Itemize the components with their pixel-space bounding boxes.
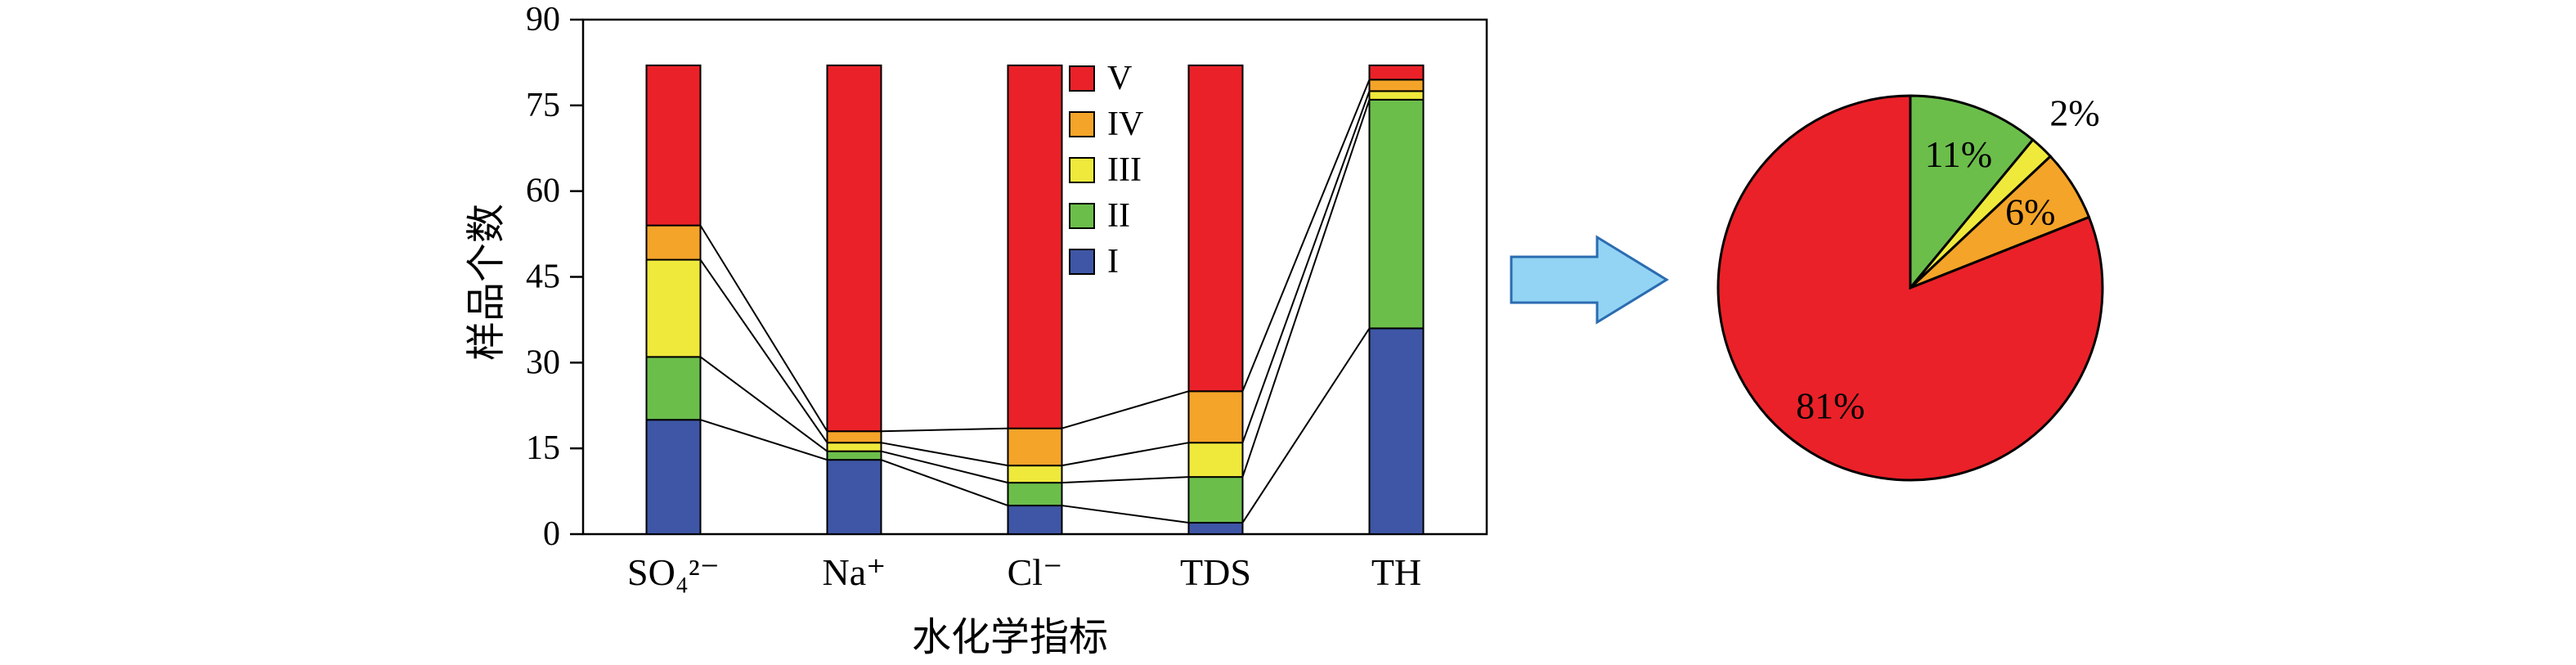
connector-line: [881, 450, 1008, 484]
connector-line: [699, 225, 828, 432]
connector-line: [881, 442, 1008, 467]
bar-segment-II: [1007, 482, 1063, 507]
legend-label-I: I: [1107, 243, 1119, 281]
y-tick-label: 75: [526, 87, 560, 124]
bar-segment-III: [1007, 465, 1063, 484]
bar-segment-III: [1368, 90, 1425, 101]
pie-chart: 11% 2% 6% 81%: [1717, 92, 2104, 482]
pie-label-III: 2%: [2049, 92, 2099, 133]
bar-segment-III: [645, 258, 702, 358]
pie-slice-V: [1717, 94, 2104, 482]
connector-line: [1241, 327, 1371, 523]
connector-line: [881, 459, 1008, 506]
connector-line: [699, 356, 828, 452]
x-tick-label: TH: [1371, 551, 1421, 593]
bar-segment-V: [645, 64, 702, 227]
pie-label-II: 11%: [1925, 133, 1993, 175]
connector-line: [700, 419, 828, 461]
legend-label-III: III: [1107, 151, 1142, 189]
y-axis-title: 样品个数: [465, 204, 509, 361]
connector-line: [1061, 505, 1189, 524]
bar-segment-II: [826, 450, 882, 461]
bar-segment-III: [826, 442, 882, 452]
bar-segment-V: [1187, 64, 1244, 393]
bar-segment-IV: [1007, 427, 1063, 467]
bar-segment-IV: [1187, 390, 1244, 444]
pie-label-IV: 6%: [2005, 191, 2055, 232]
x-tick-label: TDS: [1180, 551, 1251, 593]
legend-swatch-V: [1069, 65, 1095, 92]
y-tick-label: 45: [526, 258, 560, 296]
x-tick-label: SO₄²⁻: [627, 551, 720, 593]
bar-segment-I: [1368, 327, 1425, 535]
legend-swatch-III: [1069, 157, 1095, 183]
bar-segment-V: [826, 64, 882, 433]
bar-segment-V: [1007, 64, 1063, 429]
y-tick-label: 90: [526, 1, 560, 38]
y-tick-label: 30: [526, 344, 560, 381]
legend-label-V: V: [1107, 60, 1132, 97]
connector-line: [1241, 99, 1371, 478]
bar-segment-I: [1187, 522, 1244, 535]
y-tick-label: 60: [526, 173, 560, 210]
y-tick-label: 15: [526, 429, 560, 467]
bar-segment-IV: [826, 430, 882, 444]
connector-line: [1241, 79, 1371, 392]
bar-segment-V: [1368, 64, 1425, 81]
connector-line: [1061, 476, 1189, 484]
bar-segment-III: [1187, 442, 1244, 479]
legend-swatch-IV: [1069, 111, 1095, 137]
bar-segment-II: [645, 356, 702, 421]
legend-swatch-I: [1069, 249, 1095, 275]
connector-line: [1061, 390, 1189, 429]
bar-segment-I: [645, 419, 702, 535]
connector-line: [1241, 91, 1371, 443]
y-tick-label: 0: [543, 515, 560, 553]
pie-slice-II: [1909, 94, 2035, 292]
connector-line: [699, 258, 828, 443]
bar-segment-I: [826, 459, 882, 536]
bar-segment-I: [1007, 505, 1063, 535]
connector-line: [881, 427, 1008, 433]
x-tick-label: Cl⁻: [1008, 551, 1063, 593]
legend-swatch-II: [1069, 203, 1095, 229]
bar-segment-IV: [645, 224, 702, 261]
flow-arrow: [1510, 235, 1669, 325]
bar-segment-II: [1187, 476, 1244, 524]
x-tick-label: Na⁺: [823, 551, 886, 593]
right-arrow-icon: [1510, 235, 1669, 325]
bar-segment-IV: [1368, 79, 1425, 92]
connector-line: [1061, 442, 1189, 467]
legend-label-IV: IV: [1107, 106, 1143, 143]
bar-segment-II: [1368, 98, 1425, 330]
legend-label-II: II: [1107, 197, 1130, 235]
pie-label-V: 81%: [1796, 384, 1865, 426]
x-axis-title: 水化学指标: [912, 616, 1108, 659]
